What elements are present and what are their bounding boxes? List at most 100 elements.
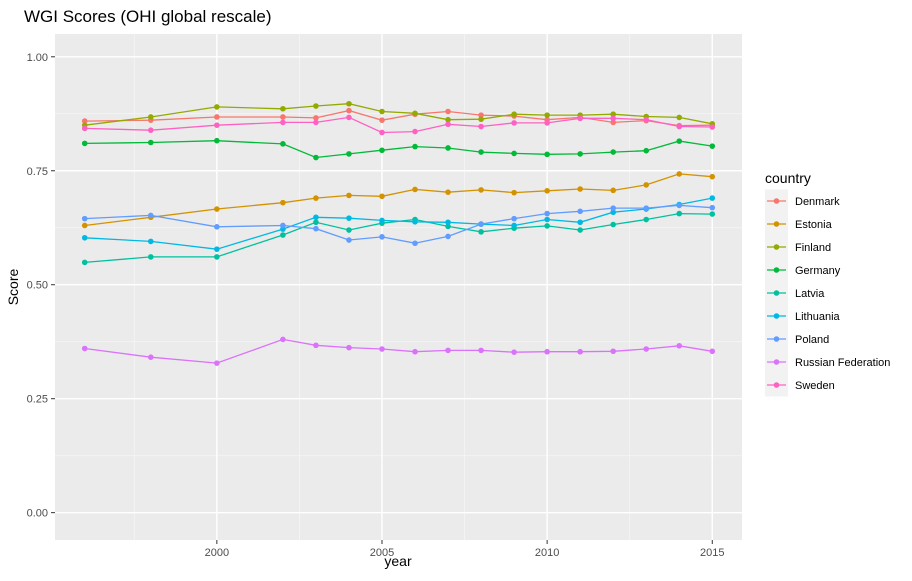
data-point-poland (511, 215, 517, 222)
data-point-lithuania (445, 219, 451, 226)
legend-item-latvia: Latvia (765, 281, 825, 305)
data-point-lithuania (544, 216, 550, 223)
data-point-estonia (511, 189, 517, 196)
data-point-poland (445, 233, 451, 240)
data-point-poland (147, 212, 154, 219)
y-tick-label: 0.75 (27, 166, 48, 178)
data-point-denmark (478, 112, 484, 118)
legend-item-finland: Finland (765, 235, 831, 259)
data-point-denmark (81, 118, 88, 124)
data-point-latvia (544, 223, 550, 229)
data-point-russian-federation (412, 348, 418, 355)
data-point-russian-federation (313, 342, 319, 349)
legend-label: Germany (795, 265, 841, 277)
data-point-denmark (313, 115, 319, 121)
grid-minor (55, 34, 742, 540)
data-point-germany (478, 149, 484, 155)
data-point-latvia (280, 232, 286, 238)
data-point-germany (313, 154, 319, 161)
data-point-estonia (709, 173, 716, 180)
data-point-denmark (610, 119, 616, 126)
data-point-finland (544, 112, 550, 118)
data-point-latvia (676, 210, 683, 217)
data-point-germany (610, 149, 616, 155)
legend-item-sweden: Sweden (765, 373, 835, 397)
data-point-lithuania (379, 217, 385, 224)
data-point-germany (676, 138, 683, 144)
legend-label: Russian Federation (795, 357, 890, 369)
data-point-russian-federation (643, 346, 650, 352)
data-point-russian-federation (577, 348, 583, 355)
data-point-denmark (346, 107, 352, 114)
data-point-lithuania (511, 222, 517, 229)
data-point-germany (214, 137, 220, 144)
data-point-estonia (610, 187, 616, 194)
data-point-poland (313, 225, 319, 232)
data-point-germany (81, 140, 88, 147)
data-point-denmark (379, 117, 385, 123)
legend-key-point (773, 313, 780, 319)
data-point-estonia (346, 192, 352, 199)
data-point-estonia (676, 171, 683, 177)
data-point-lithuania (346, 215, 352, 221)
data-point-estonia (643, 182, 650, 188)
legend: country Denmark Estonia Finland Germany Latv… (765, 170, 890, 397)
data-point-poland (214, 224, 220, 230)
series-poland (81, 202, 716, 247)
legend-label: Latvia (795, 288, 825, 300)
data-point-lithuania (214, 246, 220, 252)
data-point-germany (412, 143, 418, 150)
data-point-sweden (643, 116, 650, 123)
legend-key-point (773, 244, 780, 250)
legend-key-point (773, 221, 780, 227)
x-axis-label: year (384, 553, 412, 569)
data-point-poland (676, 202, 683, 209)
x-axis: 2000 2005 2010 2015 (205, 540, 725, 559)
legend-items: Denmark Estonia Finland Germany Latvia Lithua… (765, 189, 890, 397)
data-point-finland (280, 105, 286, 112)
data-point-russian-federation (478, 347, 484, 354)
data-point-germany (280, 141, 286, 147)
data-point-latvia (643, 216, 650, 223)
data-point-finland (676, 114, 683, 121)
data-point-germany (709, 143, 716, 149)
data-point-sweden (445, 121, 451, 128)
data-point-finland (313, 103, 319, 109)
data-point-lithuania (577, 219, 583, 226)
data-point-poland (379, 234, 385, 240)
x-tick-label: 2015 (700, 547, 724, 559)
data-point-russian-federation (280, 336, 286, 343)
x-tick-label: 2000 (205, 547, 229, 559)
plot-panel (55, 34, 742, 540)
data-point-estonia (313, 195, 319, 201)
series-finland (81, 100, 716, 128)
data-point-poland (280, 222, 286, 229)
data-point-estonia (478, 187, 484, 193)
data-point-sweden (346, 114, 352, 121)
data-point-lithuania (412, 219, 418, 225)
legend-key-point (773, 198, 780, 204)
y-tick-label: 0.25 (27, 394, 48, 406)
data-point-germany (445, 145, 451, 151)
legend-key-point (773, 290, 780, 296)
data-point-germany (511, 150, 517, 157)
data-point-russian-federation (81, 345, 88, 352)
legend-label: Lithuania (795, 311, 841, 323)
data-point-sweden (313, 119, 319, 126)
data-point-estonia (81, 222, 88, 229)
legend-item-lithuania: Lithuania (765, 304, 841, 328)
data-point-estonia (214, 206, 220, 212)
data-point-estonia (412, 186, 418, 193)
legend-label: Poland (795, 334, 829, 346)
data-point-germany (346, 151, 352, 157)
legend-item-estonia: Estonia (765, 212, 833, 236)
data-point-russian-federation (214, 360, 220, 366)
y-tick-label: 1.00 (27, 52, 48, 64)
legend-label: Finland (795, 242, 831, 254)
legend-label: Denmark (795, 196, 840, 208)
data-point-sweden (610, 115, 616, 122)
data-point-finland (445, 116, 451, 123)
data-point-latvia (346, 227, 352, 233)
data-point-russian-federation (709, 348, 716, 355)
